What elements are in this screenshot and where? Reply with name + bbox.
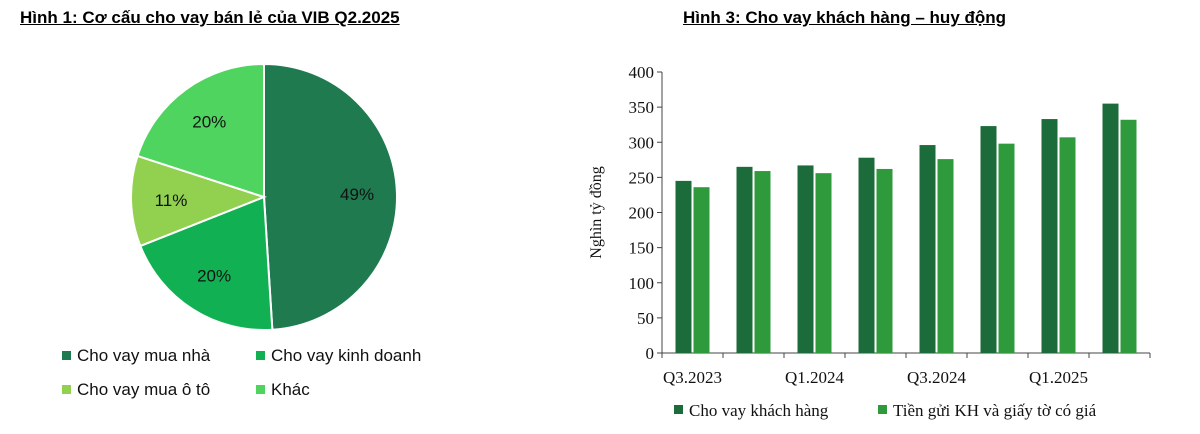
pie-slice — [130, 154, 267, 248]
bar — [736, 166, 753, 353]
legend-label: Cho vay mua nhà — [77, 346, 211, 365]
x-tick-label: Q3.2024 — [907, 368, 967, 387]
legend-swatch — [878, 405, 887, 414]
legend-swatch — [62, 351, 71, 360]
pie-value-label: 20% — [192, 113, 226, 132]
y-tick-label: 350 — [629, 98, 655, 117]
x-tick-label: Q3.2023 — [663, 368, 722, 387]
bar — [1120, 119, 1137, 354]
y-tick-label: 400 — [629, 63, 655, 82]
pie-slice — [136, 62, 265, 199]
y-tick-label: 100 — [629, 274, 655, 293]
bar — [754, 171, 771, 353]
pie-value-label: 20% — [197, 267, 231, 286]
bar — [876, 168, 893, 353]
y-tick-label: 300 — [629, 133, 655, 152]
bar — [937, 159, 954, 353]
legend-label: Cho vay khách hàng — [689, 401, 829, 420]
bar — [858, 157, 875, 353]
legend-label: Khác — [271, 380, 310, 399]
legend-label: Tiền gửi KH và giấy tờ có giá — [893, 401, 1097, 420]
legend-swatch — [256, 385, 265, 394]
bar — [998, 143, 1015, 353]
y-tick-label: 150 — [629, 239, 655, 258]
y-tick-label: 0 — [646, 344, 655, 363]
y-tick-label: 200 — [629, 204, 655, 223]
x-tick-label: Q1.2025 — [1029, 368, 1088, 387]
bar — [675, 180, 692, 353]
legend-label: Cho vay kinh doanh — [271, 346, 421, 365]
pie-value-label: 11% — [155, 191, 188, 210]
bar — [919, 145, 936, 353]
y-tick-label: 50 — [637, 309, 654, 328]
legend-swatch — [62, 385, 71, 394]
bar — [1041, 119, 1058, 353]
pie-value-label: 49% — [340, 185, 374, 204]
y-axis-label: Nghìn tỷ đồng — [588, 166, 605, 258]
bar — [815, 173, 832, 353]
x-tick-label: Q1.2024 — [785, 368, 845, 387]
bar — [980, 126, 997, 353]
bar — [797, 165, 814, 353]
y-tick-label: 250 — [629, 168, 655, 187]
legend-swatch — [256, 351, 265, 360]
bar — [1102, 103, 1119, 353]
bar-chart-title: Hình 3: Cho vay khách hàng – huy động — [683, 8, 1007, 27]
bar — [693, 187, 710, 353]
pie-slice — [263, 62, 399, 331]
pie-chart-title: Hình 1: Cơ cấu cho vay bán lẻ của VIB Q2… — [20, 8, 400, 27]
legend-label: Cho vay mua ô tô — [77, 380, 210, 399]
legend-swatch — [674, 405, 683, 414]
pie-slice — [139, 195, 274, 331]
bar — [1059, 137, 1076, 353]
